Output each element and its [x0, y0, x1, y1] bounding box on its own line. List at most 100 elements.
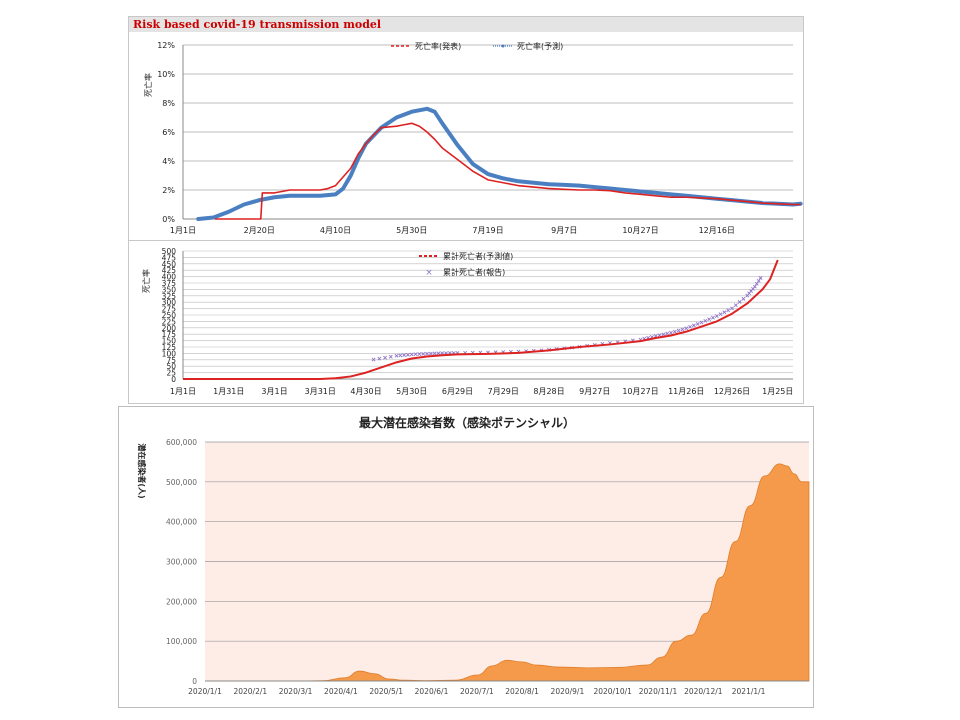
x-tick-label: 1月1日	[170, 226, 196, 235]
x-tick-label: 2020/2/1	[233, 687, 267, 696]
y-axis-title: 潜在感染者(人)	[137, 443, 147, 498]
reported-deaths-marker	[406, 352, 410, 357]
x-tick-label: 2020/6/1	[415, 687, 449, 696]
reported-deaths-marker	[417, 352, 422, 356]
predicted-deaths-line	[183, 259, 779, 380]
x-tick-label: 7月29日	[488, 387, 519, 396]
y-tick-label: 0	[192, 677, 197, 686]
y-tick-label: 350	[162, 285, 177, 294]
y-tick-label: 475	[162, 253, 177, 262]
y-tick-label: 250	[162, 311, 177, 320]
y-tick-label: 375	[162, 279, 177, 288]
legend-predicted-deaths: 累計死亡者(予測値)	[443, 251, 513, 261]
reported-deaths-marker	[383, 355, 387, 360]
reported-deaths-marker	[394, 353, 399, 358]
reported-deaths-marker	[688, 324, 692, 329]
reported-deaths-marker	[754, 281, 759, 286]
y-tick-label: 400	[162, 273, 177, 282]
x-tick-label: 6月29日	[442, 387, 473, 396]
y-tick-label: 200,000	[166, 597, 197, 606]
y-tick-label: 200	[162, 324, 177, 333]
reported-deaths-marker	[672, 329, 677, 334]
y-tick-label: 0	[171, 375, 176, 384]
x-tick-label: 2020/7/1	[460, 687, 494, 696]
reported-deaths-marker	[371, 357, 376, 362]
y-tick-label: 500	[162, 247, 177, 256]
x-tick-label: 1月25日	[762, 387, 793, 396]
x-tick-label: 2020/4/1	[324, 687, 358, 696]
x-tick-label: 10月27日	[622, 226, 658, 235]
y-tick-label: 125	[162, 343, 177, 352]
reported-deaths-marker	[402, 353, 407, 358]
cumulative-deaths-panel: 0 25 50 75 100 125 150 175 200 225 250 275 300 325 350…	[128, 240, 804, 404]
reported-deaths-marker	[737, 300, 742, 304]
x-tick-label: 10月27日	[622, 387, 658, 396]
potential-infections-chart: 0 100,000 200,000 300,000 400,000 500,000 600,…	[137, 415, 810, 696]
reported-deaths-marker	[707, 317, 712, 322]
mortality-rate-chart: 0% 2% 4% 6% 8% 10% 12% 1月1日 2月20日 4月10日 5月30日 7月19日…	[143, 41, 803, 235]
x-tick-label: 4月10日	[320, 226, 351, 235]
x-tick-label: 2020/10/1	[593, 687, 632, 696]
reported-deaths-marker	[669, 330, 673, 335]
reported-deaths-marker	[699, 320, 704, 325]
reported-deaths-marker	[703, 318, 708, 323]
reported-deaths-marker	[398, 353, 403, 358]
reported-deaths-marker	[691, 323, 696, 328]
y-tick-label: 300	[162, 298, 177, 307]
reported-deaths-marker	[413, 352, 418, 357]
reported-deaths-marker	[684, 326, 689, 331]
y-tick-label: 400,000	[166, 518, 197, 527]
reported-deaths-marker	[733, 303, 738, 308]
reported-deaths-marker	[428, 351, 433, 356]
reported-deaths-marker	[377, 356, 382, 361]
y-tick-label: 300,000	[166, 558, 197, 567]
x-tick-label: 2020/5/1	[369, 687, 403, 696]
y-tick-label: 325	[162, 292, 177, 301]
y-tick-label: 425	[162, 266, 177, 275]
x-tick-label: 1月1日	[170, 387, 196, 396]
y-tick-label: 0%	[162, 215, 175, 224]
x-tick-label: 2020/3/1	[279, 687, 313, 696]
y-tick-label: 2%	[162, 186, 175, 195]
x-tick-label: 1月31日	[213, 387, 244, 396]
reported-deaths-marker	[730, 306, 734, 311]
reported-deaths-marker	[714, 314, 719, 318]
y-axis-title: 死亡率	[143, 73, 153, 97]
potential-infections-panel: 0 100,000 200,000 300,000 400,000 500,000 600,…	[118, 406, 814, 708]
reported-deaths-marker	[718, 312, 723, 317]
x-tick-label: 3月31日	[305, 387, 336, 396]
reported-deaths-marker	[432, 351, 437, 356]
reported-deaths-marker	[436, 351, 441, 356]
chart-title: Risk based covid-19 transmission model	[133, 18, 382, 31]
x-tick-label: 5月30日	[396, 387, 427, 396]
infection-area	[204, 463, 810, 682]
reported-deaths-marker	[665, 331, 670, 336]
x-tick-label: 2月20日	[244, 226, 275, 235]
x-tick-label: 12月16日	[699, 226, 735, 235]
chart-title-bar: Risk based covid-19 transmission model	[129, 17, 803, 32]
reported-deaths-marker	[676, 328, 681, 333]
y-tick-label: 8%	[162, 99, 175, 108]
reported-rate-line	[215, 122, 801, 220]
x-tick-label: 3月1日	[261, 387, 287, 396]
x-tick-label: 2021/1/1	[732, 687, 766, 696]
x-tick-label: 7月19日	[472, 226, 503, 235]
area-chart-title: 最大潜在感染者数（感染ポテンシャル）	[359, 415, 575, 430]
y-tick-label: 500,000	[166, 478, 197, 487]
reported-deaths-marker	[741, 296, 746, 301]
reported-deaths-marker	[752, 284, 757, 289]
x-tick-label: 2020/12/1	[684, 687, 723, 696]
reported-deaths-marker	[421, 351, 426, 356]
y-tick-label: 75	[166, 356, 176, 365]
x-tick-label: 11月26日	[668, 387, 704, 396]
y-tick-label: 4%	[162, 157, 175, 166]
x-tick-label: 9月27日	[579, 387, 610, 396]
x-tick-label: 5月30日	[396, 226, 427, 235]
legend-marker-reported-deaths: ×	[425, 268, 433, 278]
x-tick-label: 2020/11/1	[639, 687, 678, 696]
x-tick-label: 8月28日	[533, 387, 564, 396]
legend-marker-predicted	[501, 44, 505, 48]
y-tick-label: 6%	[162, 128, 175, 137]
reported-deaths-marker	[388, 354, 393, 359]
reported-deaths-marker	[661, 332, 666, 337]
